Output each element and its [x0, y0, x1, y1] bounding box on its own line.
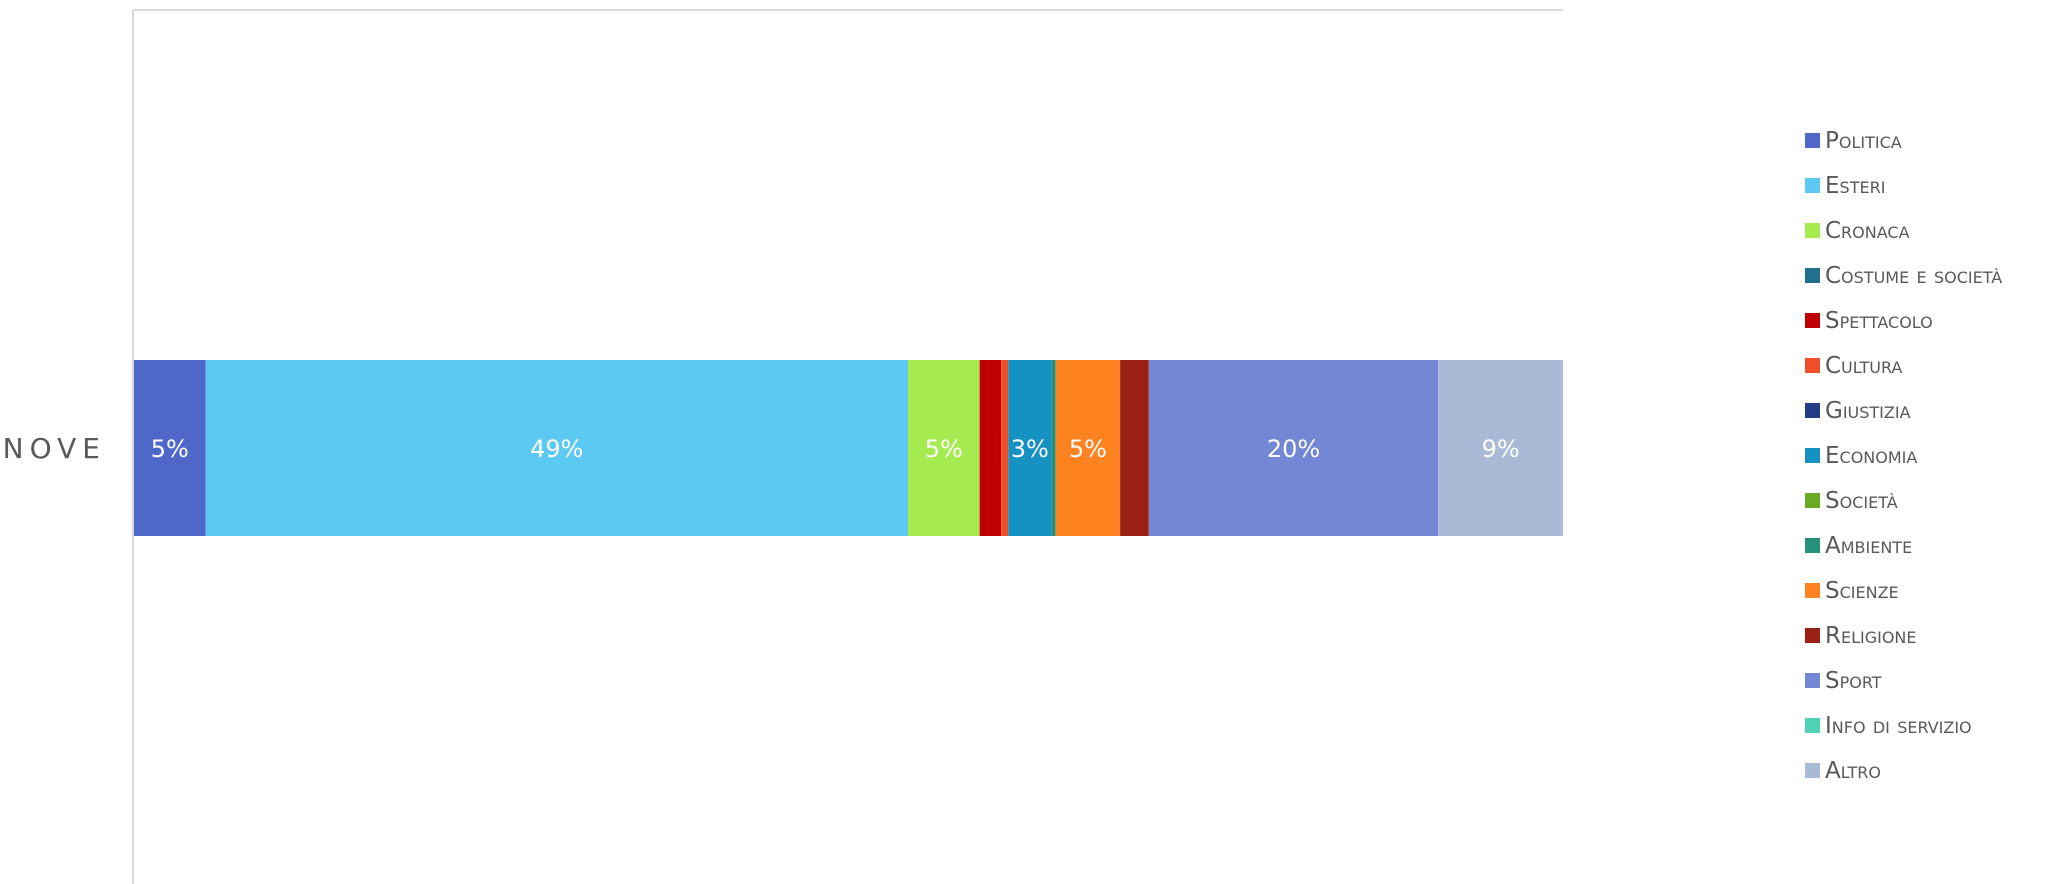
bar-segment [1120, 360, 1149, 536]
legend-label: Ambiente [1825, 532, 1913, 559]
legend-label: Economia [1825, 442, 1918, 469]
data-label: 3% [1011, 435, 1049, 463]
category-label: NOVE [3, 432, 106, 465]
data-label: 20% [1267, 435, 1320, 463]
bar-segment [907, 360, 980, 536]
legend-swatch [1805, 133, 1820, 148]
legend-label: Sport [1825, 667, 1882, 694]
bar-segment [979, 360, 1002, 536]
legend-swatch [1805, 448, 1820, 463]
legend-label: Giustizia [1825, 397, 1911, 424]
bar-segments [134, 360, 1563, 536]
data-label: 9% [1482, 435, 1520, 463]
legend-swatch [1805, 178, 1820, 193]
legend-item: Spettacolo [1805, 298, 2002, 343]
bar-segment [1438, 360, 1563, 536]
legend-label: Info di servizio [1825, 712, 1972, 739]
bar-segment [1008, 360, 1052, 536]
legend-label: Scienze [1825, 577, 1899, 604]
legend-swatch [1805, 268, 1820, 283]
legend-item: Società [1805, 478, 2002, 523]
legend-label: Politica [1825, 127, 1902, 154]
bar-segment [134, 360, 206, 536]
bar-segment [1001, 360, 1009, 536]
legend-item: Sport [1805, 658, 2002, 703]
legend-item: Costume e società [1805, 253, 2002, 298]
bar-segment [1148, 360, 1439, 536]
bar-segment [1055, 360, 1121, 536]
legend-swatch [1805, 538, 1820, 553]
legend-item: Info di servizio [1805, 703, 2002, 748]
data-labels: 5% 49% 5% 3% 5% 20% 9% [151, 435, 1520, 463]
legend-item: Esteri [1805, 163, 2002, 208]
legend-label: Società [1825, 487, 1898, 514]
legend-item: Cronaca [1805, 208, 2002, 253]
legend-swatch [1805, 718, 1820, 733]
legend-item: Economia [1805, 433, 2002, 478]
legend-swatch [1805, 673, 1820, 688]
legend-swatch [1805, 358, 1820, 373]
legend-label: Spettacolo [1825, 307, 1933, 334]
legend-label: Altro [1825, 757, 1881, 784]
legend-label: Cultura [1825, 352, 1903, 379]
legend-item: Altro [1805, 748, 2002, 793]
legend-swatch [1805, 313, 1820, 328]
legend-item: Politica [1805, 118, 2002, 163]
category-labels: NOVE [3, 432, 106, 465]
legend-swatch [1805, 493, 1820, 508]
data-label: 5% [1069, 435, 1107, 463]
legend-label: Cronaca [1825, 217, 1910, 244]
legend-item: Religione [1805, 613, 2002, 658]
legend-item: Scienze [1805, 568, 2002, 613]
legend-item: Giustizia [1805, 388, 2002, 433]
legend-swatch [1805, 583, 1820, 598]
legend-swatch [1805, 403, 1820, 418]
bar-segment [205, 360, 908, 536]
data-label: 5% [925, 435, 963, 463]
bar-segment [1051, 360, 1056, 536]
legend-label: Costume e società [1825, 262, 2003, 289]
legend-item: Cultura [1805, 343, 2002, 388]
data-label: 49% [530, 435, 583, 463]
legend-swatch [1805, 628, 1820, 643]
legend: Politica Esteri Cronaca Costume e società Sp… [1805, 118, 2002, 793]
legend-label: Religione [1825, 622, 1917, 649]
legend-label: Esteri [1825, 172, 1886, 199]
legend-swatch [1805, 763, 1820, 778]
legend-swatch [1805, 223, 1820, 238]
data-label: 5% [151, 435, 189, 463]
legend-item: Ambiente [1805, 523, 2002, 568]
